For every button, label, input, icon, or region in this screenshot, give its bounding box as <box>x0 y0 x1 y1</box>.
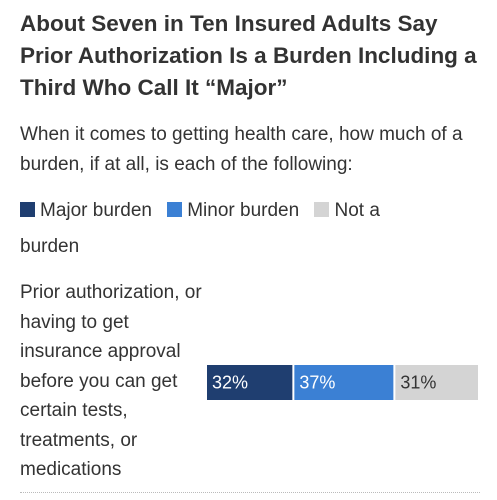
divider <box>20 492 480 493</box>
chart-subtitle: When it comes to getting health care, ho… <box>20 124 463 175</box>
value-label: 37% <box>299 372 335 392</box>
bar-segment <box>294 365 394 400</box>
bar-segment <box>207 365 293 400</box>
legend-label: Major burden <box>40 200 152 221</box>
chart-title: About Seven in Ten Insured Adults Say Pr… <box>20 11 477 100</box>
legend-label: Not a burden <box>20 200 380 257</box>
legend-item: Minor burden <box>167 200 299 221</box>
legend-swatch <box>167 202 183 217</box>
category-label: Prior authorization, or having to get in… <box>20 282 202 480</box>
legend-swatch <box>314 202 330 217</box>
legend: Major burden Minor burden Not a burden <box>20 193 430 265</box>
legend-item: Not a burden <box>20 200 380 257</box>
bar-segment <box>395 365 478 400</box>
legend-label: Minor burden <box>187 200 300 221</box>
value-label: 32% <box>212 372 248 392</box>
legend-swatch <box>20 202 35 217</box>
legend-item: Major burden <box>20 200 152 221</box>
value-label: 31% <box>400 372 436 392</box>
